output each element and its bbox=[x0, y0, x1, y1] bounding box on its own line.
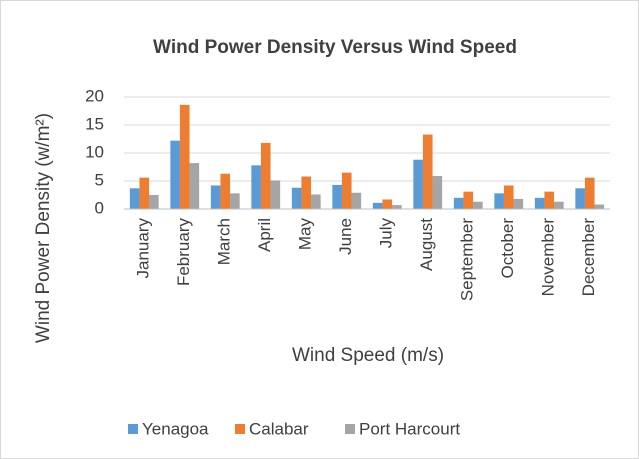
bar bbox=[453, 197, 464, 209]
bar bbox=[139, 177, 150, 209]
y-tick-label: 0 bbox=[95, 198, 104, 217]
bar bbox=[584, 177, 595, 209]
bar bbox=[179, 104, 190, 209]
y-tick-label: 5 bbox=[95, 170, 104, 189]
bar bbox=[230, 193, 240, 209]
bar bbox=[170, 140, 180, 209]
x-axis-label: Wind Speed (m/s) bbox=[292, 345, 444, 366]
legend-swatch bbox=[345, 424, 355, 434]
bar bbox=[392, 205, 402, 209]
x-tick-label: August bbox=[417, 218, 436, 271]
bar bbox=[544, 191, 555, 209]
x-tick-label: February bbox=[174, 218, 193, 287]
bar bbox=[463, 191, 474, 209]
bar bbox=[473, 201, 483, 209]
x-tick-label: November bbox=[539, 218, 558, 297]
x-tick-label: July bbox=[377, 218, 396, 249]
legend-label: Calabar bbox=[249, 419, 309, 438]
x-tick-label: December bbox=[579, 218, 598, 297]
bar bbox=[575, 188, 585, 209]
bar bbox=[513, 198, 524, 209]
bar bbox=[332, 184, 342, 209]
bar bbox=[220, 173, 231, 209]
y-tick-label: 10 bbox=[85, 142, 104, 161]
bar bbox=[372, 202, 383, 209]
bar bbox=[129, 188, 140, 209]
bar bbox=[210, 185, 221, 209]
x-tick-label: June bbox=[336, 218, 355, 255]
bar bbox=[260, 142, 271, 209]
y-tick-label: 15 bbox=[85, 114, 104, 133]
bar bbox=[301, 176, 312, 209]
bar bbox=[251, 165, 261, 209]
bar bbox=[494, 193, 504, 209]
bar bbox=[291, 187, 302, 209]
bar bbox=[594, 204, 605, 209]
bar bbox=[149, 195, 159, 209]
bar bbox=[382, 199, 393, 209]
x-tick-label: September bbox=[458, 218, 477, 301]
chart-title: Wind Power Density Versus Wind Speed bbox=[153, 37, 517, 58]
bar bbox=[189, 163, 200, 209]
bar bbox=[311, 194, 321, 209]
bar bbox=[413, 159, 423, 209]
legend-label: Yenagoa bbox=[142, 419, 209, 438]
y-tick-label: 20 bbox=[85, 86, 104, 105]
x-tick-label: October bbox=[498, 218, 517, 279]
bar bbox=[503, 185, 514, 209]
y-axis-label: Wind Power Density (w/m²) bbox=[33, 113, 54, 343]
bar bbox=[341, 172, 352, 209]
x-tick-label: May bbox=[296, 218, 315, 251]
legend-label: Port Harcourt bbox=[359, 419, 460, 438]
bar bbox=[432, 175, 443, 209]
bar bbox=[422, 134, 433, 209]
x-tick-label: April bbox=[255, 218, 274, 252]
bar bbox=[534, 197, 545, 209]
bar bbox=[554, 201, 564, 209]
legend-swatch bbox=[128, 424, 138, 434]
legend-swatch bbox=[235, 424, 245, 434]
x-tick-label: January bbox=[134, 218, 153, 279]
bar bbox=[351, 192, 362, 209]
bar bbox=[270, 180, 281, 209]
x-tick-label: March bbox=[215, 218, 234, 265]
